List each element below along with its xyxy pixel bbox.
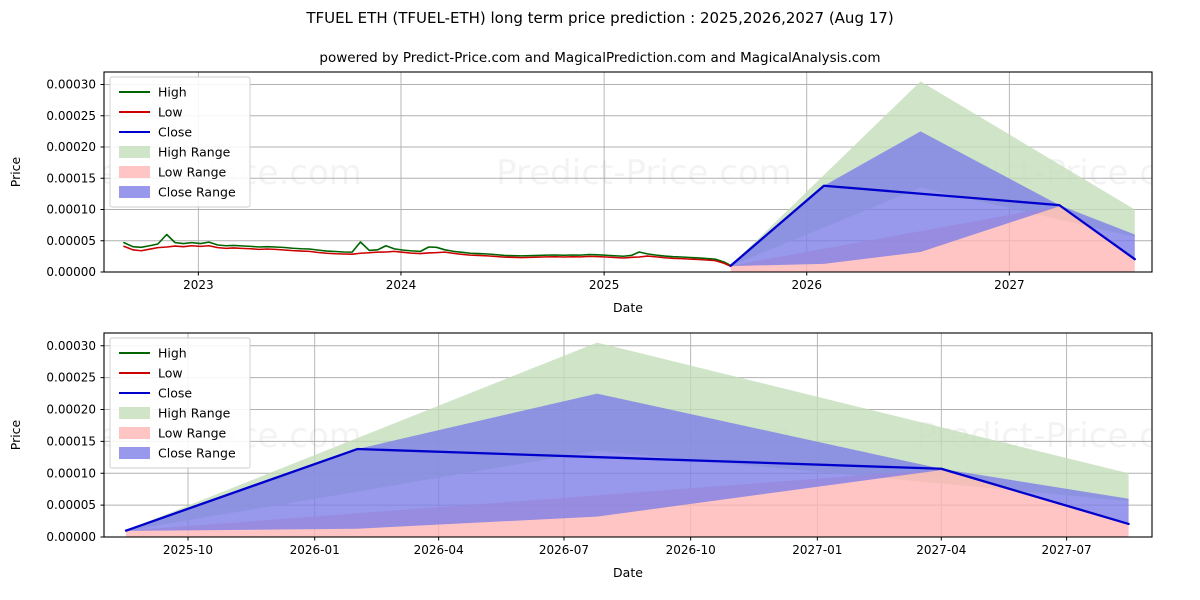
legend-item-high-range[interactable]: High Range <box>119 406 231 421</box>
y-tick-label: 0.00030 <box>46 78 96 92</box>
legend-label: High Range <box>158 406 231 421</box>
legend-patch-swatch <box>119 427 150 439</box>
legend-item-low[interactable]: Low <box>119 366 183 381</box>
line-close <box>124 447 1130 532</box>
legend-item-low[interactable]: Low <box>119 105 183 120</box>
y-tick-label: 0.00005 <box>46 234 96 248</box>
legend-label: Close Range <box>158 185 236 200</box>
legend-label: Close <box>158 125 192 140</box>
legend-label: Close Range <box>158 446 236 461</box>
y-tick-label: 0.00005 <box>46 498 96 512</box>
band-close-range <box>730 131 1135 267</box>
legend-item-low-range[interactable]: Low Range <box>119 426 227 441</box>
plot-border <box>103 71 1153 273</box>
x-axis-label: Date <box>613 565 643 580</box>
x-tick-label: 2025-10 <box>163 543 213 557</box>
figure-title: TFUEL ETH (TFUEL-ETH) long term price pr… <box>305 9 893 27</box>
x-axis: 2025-10 2026-01 2026-04 2026-07 2026-10 2027-… <box>163 537 1092 580</box>
bottom-chart: Predict-Price.comPredict-Price.comPredic… <box>8 332 1153 580</box>
y-tick-label: 0.00000 <box>46 265 96 279</box>
legend-item-close[interactable]: Close <box>119 386 192 401</box>
y-tick-label: 0.00030 <box>46 339 96 353</box>
line-low <box>123 244 732 268</box>
band-close-range <box>126 393 1129 531</box>
legend-patch-swatch <box>119 186 150 198</box>
plot-border <box>103 332 1153 538</box>
x-tick-label: 2026-04 <box>414 543 464 557</box>
svg-text:Predict-Price.com: Predict-Price.com <box>496 153 792 193</box>
line-close <box>729 184 1136 267</box>
legend-item-close-range[interactable]: Close Range <box>119 446 236 461</box>
x-tick-label: 2026 <box>791 278 822 292</box>
top-chart: Predict-Price.comPredict-Price.comPredic… <box>8 71 1153 315</box>
y-axis-label: Price <box>8 156 23 187</box>
legend-patch-swatch <box>119 166 150 178</box>
y-tick-label: 0.00020 <box>46 140 96 154</box>
legend-item-high[interactable]: High <box>119 85 187 100</box>
legend-patch-swatch <box>119 447 150 459</box>
x-tick-label: 2025 <box>589 278 620 292</box>
y-axis: 0.00000 0.00005 0.00010 0.00015 0.00020 0.000… <box>8 78 104 279</box>
y-axis-label: Price <box>8 419 23 450</box>
legend-item-high[interactable]: High <box>119 346 187 361</box>
y-tick-label: 0.00025 <box>46 371 96 385</box>
legend-label: Low <box>158 366 183 381</box>
x-tick-label: 2027-07 <box>1042 543 1092 557</box>
y-tick-label: 0.00000 <box>46 530 96 544</box>
legend: High Low Close High Range Low Range Close Ran… <box>109 76 251 208</box>
legend-label: Low <box>158 105 183 120</box>
x-tick-label: 2024 <box>386 278 417 292</box>
legend-label: High <box>158 346 187 361</box>
legend-label: Close <box>158 386 192 401</box>
x-tick-label: 2027 <box>994 278 1025 292</box>
legend-patch-swatch <box>119 146 150 158</box>
legend-label: High Range <box>158 145 231 160</box>
x-tick-label: 2026-07 <box>539 543 589 557</box>
legend-item-close[interactable]: Close <box>119 125 192 140</box>
y-tick-label: 0.00020 <box>46 403 96 417</box>
line-high <box>123 233 732 267</box>
legend-item-high-range[interactable]: High Range <box>119 145 231 160</box>
legend-patch-swatch <box>119 407 150 419</box>
figure-subtitle: powered by Predict-Price.com and Magical… <box>319 50 880 66</box>
x-axis-label: Date <box>613 300 643 315</box>
data-layer <box>123 81 1136 272</box>
legend-label: Low Range <box>158 426 227 441</box>
x-tick-label: 2027-04 <box>916 543 966 557</box>
legend-item-close-range[interactable]: Close Range <box>119 185 236 200</box>
legend-label: High <box>158 85 187 100</box>
x-tick-label: 2026-10 <box>666 543 716 557</box>
y-tick-label: 0.00010 <box>46 203 96 217</box>
y-tick-label: 0.00010 <box>46 466 96 480</box>
y-tick-label: 0.00015 <box>46 434 96 448</box>
y-axis: 0.00000 0.00005 0.00010 0.00015 0.00020 0.000… <box>8 339 104 544</box>
data-layer <box>124 342 1130 537</box>
y-tick-label: 0.00015 <box>46 171 96 185</box>
x-tick-label: 2027-01 <box>792 543 842 557</box>
x-tick-label: 2023 <box>183 278 214 292</box>
x-axis: 2023 2024 2025 2026 2027 Date <box>183 272 1025 315</box>
legend-label: Low Range <box>158 165 227 180</box>
legend: High Low Close High Range Low Range Close Ran… <box>109 337 251 469</box>
y-tick-label: 0.00025 <box>46 109 96 123</box>
x-tick-label: 2026-01 <box>290 543 340 557</box>
legend-item-low-range[interactable]: Low Range <box>119 165 227 180</box>
